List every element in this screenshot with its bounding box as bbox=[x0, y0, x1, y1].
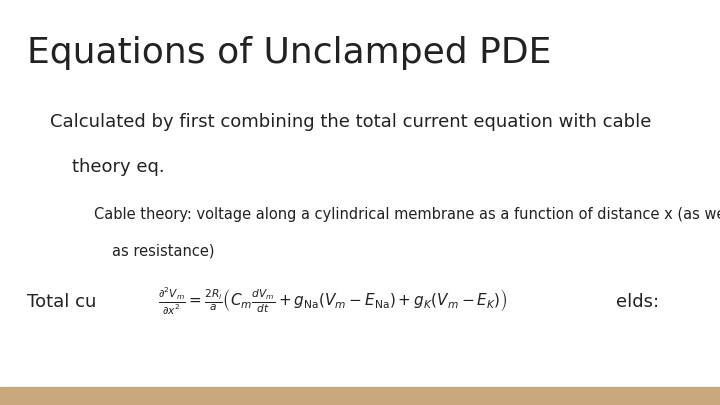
Bar bbox=[0, 387, 720, 405]
Text: Cable theory: voltage along a cylindrical membrane as a function of distance x (: Cable theory: voltage along a cylindrica… bbox=[94, 207, 720, 222]
Text: Calculated by first combining the total current equation with cable: Calculated by first combining the total … bbox=[50, 113, 652, 131]
Text: Total cu: Total cu bbox=[27, 293, 96, 311]
Text: as resistance): as resistance) bbox=[112, 243, 214, 258]
Text: elds:: elds: bbox=[616, 293, 659, 311]
Text: Equations of Unclamped PDE: Equations of Unclamped PDE bbox=[27, 36, 552, 70]
Text: theory eq.: theory eq. bbox=[72, 158, 165, 176]
Text: $\frac{\partial^2 V_m}{\partial x^2} = \frac{2R_i}{a}\left(C_m\frac{dV_m}{dt} + : $\frac{\partial^2 V_m}{\partial x^2} = \… bbox=[158, 286, 508, 318]
